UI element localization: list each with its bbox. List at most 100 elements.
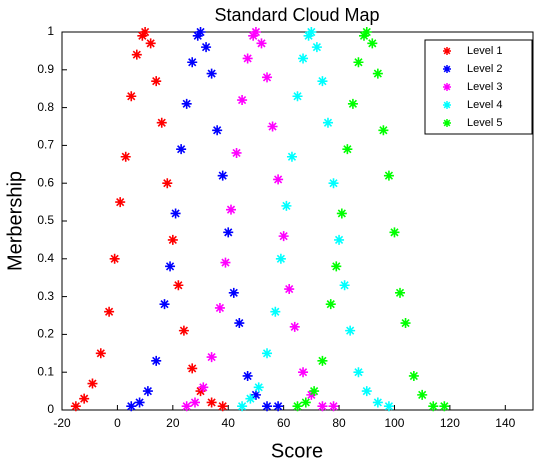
point <box>226 204 237 215</box>
point <box>383 401 394 412</box>
point <box>242 53 253 64</box>
point <box>104 306 115 317</box>
legend-label: Level 4 <box>467 99 502 111</box>
series <box>126 27 284 412</box>
point <box>367 38 378 49</box>
y-tick-label: 0.4 <box>37 251 54 265</box>
point <box>201 42 212 53</box>
point <box>223 227 234 238</box>
point <box>292 91 303 102</box>
point <box>309 386 320 397</box>
point <box>361 27 372 37</box>
y-tick-label: 0.3 <box>37 289 54 303</box>
point <box>187 363 198 374</box>
point <box>70 401 81 412</box>
point <box>273 174 284 185</box>
point <box>140 27 151 37</box>
point <box>417 389 428 400</box>
point <box>339 280 350 291</box>
series <box>70 27 228 412</box>
point <box>328 178 339 189</box>
point <box>292 401 303 412</box>
point <box>253 382 264 393</box>
point <box>162 178 173 189</box>
point <box>120 151 131 162</box>
point <box>372 397 383 408</box>
point <box>187 57 198 68</box>
point <box>284 284 295 295</box>
point <box>220 257 231 268</box>
point <box>278 231 289 242</box>
legend-box <box>424 39 533 135</box>
x-tick-label: 60 <box>277 416 291 430</box>
point <box>325 299 336 310</box>
point <box>198 382 209 393</box>
point <box>289 321 300 332</box>
point <box>142 386 153 397</box>
point <box>181 98 192 109</box>
point <box>131 49 142 60</box>
point <box>151 355 162 366</box>
point <box>298 367 309 378</box>
series <box>292 27 450 412</box>
point <box>311 42 322 53</box>
point <box>273 401 284 412</box>
legend-marker <box>443 65 451 73</box>
x-tick-label: 40 <box>222 416 236 430</box>
y-tick-label: 0.7 <box>37 138 54 152</box>
point <box>395 287 406 298</box>
point <box>189 397 200 408</box>
x-tick-label: 20 <box>166 416 180 430</box>
point <box>237 95 248 106</box>
point <box>156 117 167 128</box>
series <box>237 27 394 412</box>
point <box>372 68 383 79</box>
point <box>256 38 267 49</box>
point <box>79 393 90 404</box>
point <box>217 170 228 181</box>
y-tick-label: 0.2 <box>37 327 54 341</box>
point <box>336 208 347 219</box>
point <box>353 57 364 68</box>
y-tick-label: 0.8 <box>37 100 54 114</box>
legend-marker <box>443 119 451 127</box>
y-axis-label: Merbership <box>4 171 26 271</box>
point <box>262 348 273 359</box>
point <box>328 401 339 412</box>
point <box>270 306 281 317</box>
point <box>237 401 248 412</box>
point <box>176 144 187 155</box>
point <box>95 348 106 359</box>
point <box>217 401 228 412</box>
point <box>206 397 217 408</box>
series <box>181 27 339 412</box>
point <box>109 253 120 264</box>
point <box>206 68 217 79</box>
point <box>317 76 328 87</box>
point <box>167 234 178 245</box>
point <box>250 27 261 37</box>
point <box>383 170 394 181</box>
legend-marker <box>443 83 451 91</box>
point <box>151 76 162 87</box>
point <box>317 355 328 366</box>
point <box>206 352 217 363</box>
legend-label: Level 5 <box>467 117 502 129</box>
y-tick-label: 0 <box>47 402 54 416</box>
point <box>345 325 356 336</box>
point <box>173 280 184 291</box>
x-tick-label: 100 <box>384 416 404 430</box>
point <box>389 227 400 238</box>
point <box>281 200 292 211</box>
point <box>87 378 98 389</box>
y-tick-label: 0.5 <box>37 213 54 227</box>
point <box>214 302 225 313</box>
point <box>306 27 317 37</box>
point <box>275 253 286 264</box>
point <box>439 401 450 412</box>
x-tick-label: 0 <box>114 416 121 430</box>
point <box>181 401 192 412</box>
point <box>298 53 309 64</box>
point <box>195 27 206 37</box>
